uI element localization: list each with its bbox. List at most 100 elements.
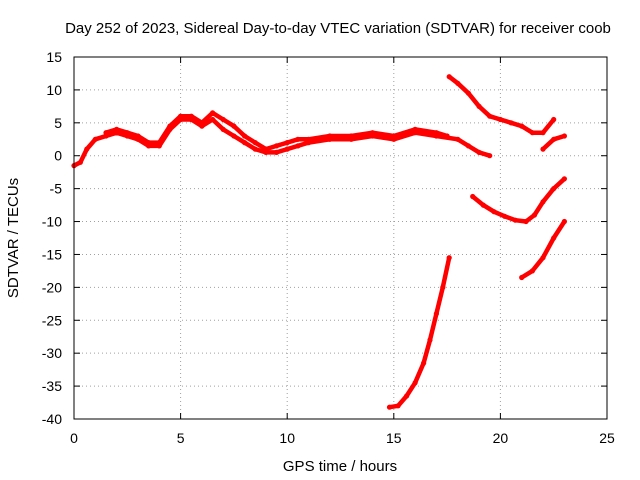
data-point — [551, 186, 557, 192]
data-point — [348, 133, 354, 139]
data-point — [210, 116, 216, 123]
y-tick-label: -40 — [42, 411, 62, 427]
x-tick-label: 15 — [386, 430, 402, 446]
y-tick-label: 15 — [46, 49, 62, 65]
y-tick-label: -5 — [50, 181, 63, 197]
data-point — [167, 123, 173, 129]
data-point — [124, 130, 130, 136]
data-point — [412, 126, 418, 132]
data-point — [421, 360, 427, 366]
data-point — [263, 146, 269, 152]
data-point — [446, 74, 452, 80]
x-tick-label: 5 — [177, 430, 185, 446]
data-point — [395, 403, 401, 409]
data-point — [465, 143, 471, 149]
data-point — [220, 116, 226, 123]
series-arc-c — [470, 176, 567, 224]
data-point — [295, 136, 301, 142]
y-tick-label: 0 — [54, 148, 62, 164]
data-point — [529, 130, 536, 136]
data-point — [305, 136, 312, 142]
data-point — [369, 130, 376, 136]
data-point — [455, 80, 461, 86]
data-point — [84, 146, 90, 152]
data-point — [561, 133, 568, 139]
x-tick-label: 25 — [599, 430, 615, 446]
data-point — [470, 193, 476, 200]
data-point — [491, 209, 497, 215]
data-point — [252, 140, 258, 146]
data-point — [210, 110, 216, 116]
data-point — [540, 255, 546, 261]
data-point — [561, 176, 568, 182]
data-point — [427, 337, 433, 343]
data-point — [551, 116, 557, 123]
plot-frame — [73, 56, 608, 420]
data-point — [412, 380, 418, 386]
y-tick-label: -35 — [42, 378, 62, 394]
data-point — [508, 120, 514, 126]
data-point — [273, 143, 280, 149]
data-point — [476, 103, 482, 109]
data-point — [531, 212, 538, 218]
data-point — [231, 123, 237, 129]
data-point — [519, 123, 525, 129]
y-tick-label: 5 — [54, 115, 62, 131]
y-tick-label: -30 — [42, 345, 62, 361]
data-point — [273, 149, 280, 155]
data-point — [114, 126, 120, 132]
data-point — [92, 136, 98, 142]
data-point — [465, 90, 471, 96]
data-point — [440, 284, 446, 290]
data-point — [523, 218, 529, 225]
data-point — [529, 268, 536, 274]
data-point — [199, 120, 205, 126]
data-point — [242, 140, 248, 146]
data-point — [476, 149, 482, 155]
data-point — [487, 153, 493, 159]
tick-marks — [73, 56, 608, 420]
series-arc-e — [387, 255, 452, 410]
data-point — [512, 217, 518, 223]
x-tick-label: 20 — [493, 430, 509, 446]
data-point — [77, 159, 83, 165]
data-point — [497, 116, 503, 123]
y-tick-label: -10 — [42, 214, 62, 230]
y-tick-label: 10 — [46, 82, 62, 98]
data-point — [178, 113, 184, 119]
chart-title: Day 252 of 2023, Sidereal Day-to-day VTE… — [65, 20, 611, 37]
data-point — [386, 404, 393, 410]
x-tick-label: 10 — [279, 430, 295, 446]
data-point — [231, 133, 237, 139]
data-point — [551, 136, 557, 142]
data-point — [284, 146, 290, 152]
data-point — [540, 130, 546, 136]
data-point — [404, 393, 410, 399]
data-point — [188, 113, 194, 119]
data-point — [327, 133, 333, 139]
data-point — [540, 146, 546, 152]
data-point — [502, 213, 508, 219]
data-point — [295, 143, 301, 149]
series-layer — [71, 74, 568, 410]
data-point — [242, 133, 248, 139]
data-point — [135, 133, 141, 139]
data-point — [561, 218, 568, 225]
data-point — [156, 140, 162, 146]
y-tick-label: -15 — [42, 246, 62, 262]
data-point — [103, 130, 109, 136]
series-arc-d — [519, 219, 567, 280]
x-axis-label: GPS time / hours — [283, 458, 397, 475]
data-point — [220, 126, 226, 132]
data-point — [433, 311, 439, 317]
y-tick-label: -20 — [42, 279, 62, 295]
series-arc-main — [71, 117, 492, 168]
data-point — [519, 274, 525, 281]
data-point — [455, 136, 461, 142]
data-point — [444, 133, 450, 139]
data-point — [284, 140, 290, 146]
data-point — [487, 113, 493, 119]
x-tick-label: 0 — [70, 430, 78, 446]
data-point — [446, 255, 452, 261]
